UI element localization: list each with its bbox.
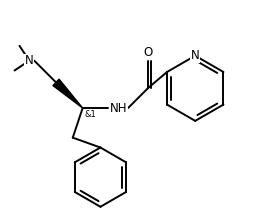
Text: N: N <box>25 54 34 67</box>
Text: O: O <box>143 46 152 59</box>
Text: N: N <box>191 49 200 62</box>
Polygon shape <box>53 79 83 108</box>
Text: NH: NH <box>109 101 127 114</box>
Text: &1: &1 <box>85 110 96 119</box>
